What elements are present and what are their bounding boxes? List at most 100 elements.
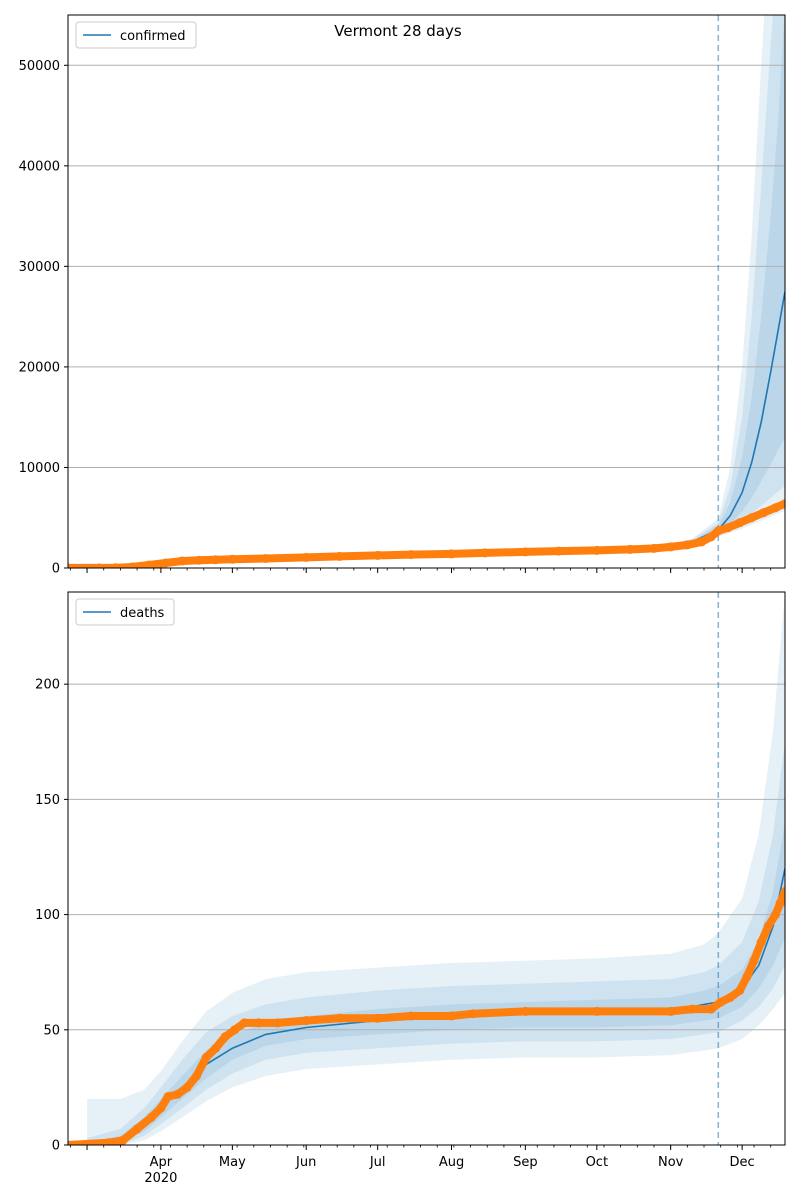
deaths-observed-point — [666, 1006, 676, 1016]
deaths-observed-point — [735, 986, 745, 996]
deaths-observed-point — [163, 1092, 173, 1102]
deaths-xtick-label: May — [219, 1155, 246, 1170]
confirmed-observed-point — [111, 563, 121, 568]
deaths-band-outer — [87, 592, 785, 1145]
deaths-observed-point — [156, 1103, 166, 1113]
deaths-observed-point — [182, 1082, 192, 1092]
confirmed-ytick-label: 20000 — [19, 360, 60, 375]
confirmed-observed-point — [697, 537, 707, 547]
confirmed-observed-point — [747, 513, 757, 523]
deaths-observed-point — [118, 1135, 128, 1145]
deaths-xtick-label: 2020 — [144, 1171, 177, 1186]
deaths-ytick-label: 100 — [35, 908, 60, 923]
deaths-observed-point — [725, 993, 735, 1002]
deaths-xtick-label: Jul — [369, 1155, 386, 1170]
deaths-observed-point — [447, 1011, 456, 1021]
confirmed-observed-point — [94, 563, 104, 568]
deaths-observed-point — [716, 997, 726, 1007]
figure-title: Vermont 28 days — [334, 22, 462, 40]
confirmed-observed-point — [592, 545, 602, 555]
deaths-observed-point — [406, 1011, 416, 1021]
deaths-observed-point — [230, 1025, 240, 1035]
confirmed-axes-frame — [67, 14, 786, 569]
confirmed-observed-point — [227, 554, 237, 564]
deaths-xtick-label: Sep — [513, 1155, 538, 1170]
confirmed-observed-point — [625, 544, 635, 554]
deaths-legend: deaths — [75, 598, 175, 626]
confirmed-observed-point — [706, 532, 716, 542]
deaths-observed-point — [749, 956, 759, 966]
confirmed-legend-box — [75, 21, 197, 49]
confirmed-legend: confirmed — [75, 21, 197, 49]
deaths-axes-frame — [67, 591, 786, 1146]
deaths-observed-point — [201, 1052, 211, 1062]
confirmed-observed-point — [68, 563, 73, 568]
confirmed-ytick-label: 40000 — [19, 159, 60, 174]
confirmed-observed-point — [554, 546, 564, 556]
deaths-observed-point — [220, 1032, 230, 1042]
confirmed-ytick-label: 10000 — [19, 461, 60, 476]
confirmed-ytick-label: 50000 — [19, 59, 60, 74]
deaths-xtick-label: Oct — [586, 1155, 608, 1170]
confirmed-observed-point — [335, 551, 345, 561]
deaths-observed-point — [192, 1071, 202, 1081]
deaths-observed-point — [68, 1140, 73, 1145]
confirmed-observed-point — [759, 508, 769, 518]
deaths-ytick-label: 150 — [35, 793, 60, 808]
deaths-observed-point — [742, 972, 752, 982]
confirmed-panel: 0 10000 20000 30000 40000 50000 confirmed — [19, 14, 786, 577]
confirmed-ytick-label: 30000 — [19, 260, 60, 275]
confirmed-observed-point — [144, 560, 154, 568]
deaths-observed-point — [146, 1112, 156, 1122]
deaths-observed-point — [771, 910, 780, 920]
confirmed-observed-point — [780, 499, 785, 509]
deaths-xtick-label: Jun — [295, 1155, 316, 1170]
confirmed-observed-point — [723, 523, 733, 533]
deaths-observed-point — [373, 1013, 383, 1023]
deaths-band-middle — [87, 741, 785, 1145]
confirmed-observed-point — [177, 556, 187, 566]
confirmed-observed-point — [713, 526, 723, 536]
deaths-observed-point — [780, 887, 785, 896]
deaths-ytick-label: 200 — [35, 678, 60, 693]
deaths-legend-label: deaths — [120, 606, 165, 621]
deaths-series — [68, 592, 785, 1145]
confirmed-observed-point — [771, 503, 780, 513]
deaths-observed-point — [335, 1013, 345, 1023]
confirmed-observed-point — [161, 558, 171, 568]
confirmed-observed-point — [406, 550, 416, 560]
deaths-observed-point — [211, 1043, 221, 1053]
deaths-observed-point — [173, 1089, 183, 1099]
deaths-observed-point — [468, 1009, 478, 1019]
deaths-legend-box — [75, 598, 175, 626]
deaths-observed-point — [132, 1124, 142, 1134]
deaths-observed-point — [775, 898, 785, 908]
deaths-observed-point — [592, 1006, 602, 1016]
deaths-xtick-label: Apr — [150, 1155, 173, 1170]
deaths-observed-point — [763, 921, 773, 931]
confirmed-observed-point — [211, 555, 221, 565]
confirmed-legend-label: confirmed — [120, 29, 186, 44]
confirmed-ytick-label: 0 — [52, 562, 60, 577]
deaths-xtick-label: Dec — [730, 1155, 755, 1170]
deaths-observed-point — [706, 1004, 716, 1014]
confirmed-observed-point — [735, 518, 745, 528]
deaths-observed-point — [104, 1138, 113, 1145]
confirmed-observed-point — [447, 549, 456, 559]
deaths-observed-point — [687, 1004, 697, 1014]
confirmed-observed-point — [194, 555, 204, 565]
deaths-observed-point — [273, 1018, 283, 1028]
confirmed-observed-point — [666, 542, 676, 552]
confirmed-observed-point — [649, 543, 659, 553]
confirmed-observed-point — [480, 548, 490, 558]
deaths-observed-point — [520, 1006, 530, 1016]
deaths-observed-point — [239, 1018, 249, 1028]
confirmed-observed-point — [261, 554, 271, 563]
deaths-observed-point — [301, 1016, 311, 1026]
confirmed-observed-point — [373, 550, 383, 560]
confirmed-series — [68, 15, 785, 568]
confirmed-observed-point — [127, 562, 137, 568]
confirmed-observed-point — [682, 540, 692, 550]
